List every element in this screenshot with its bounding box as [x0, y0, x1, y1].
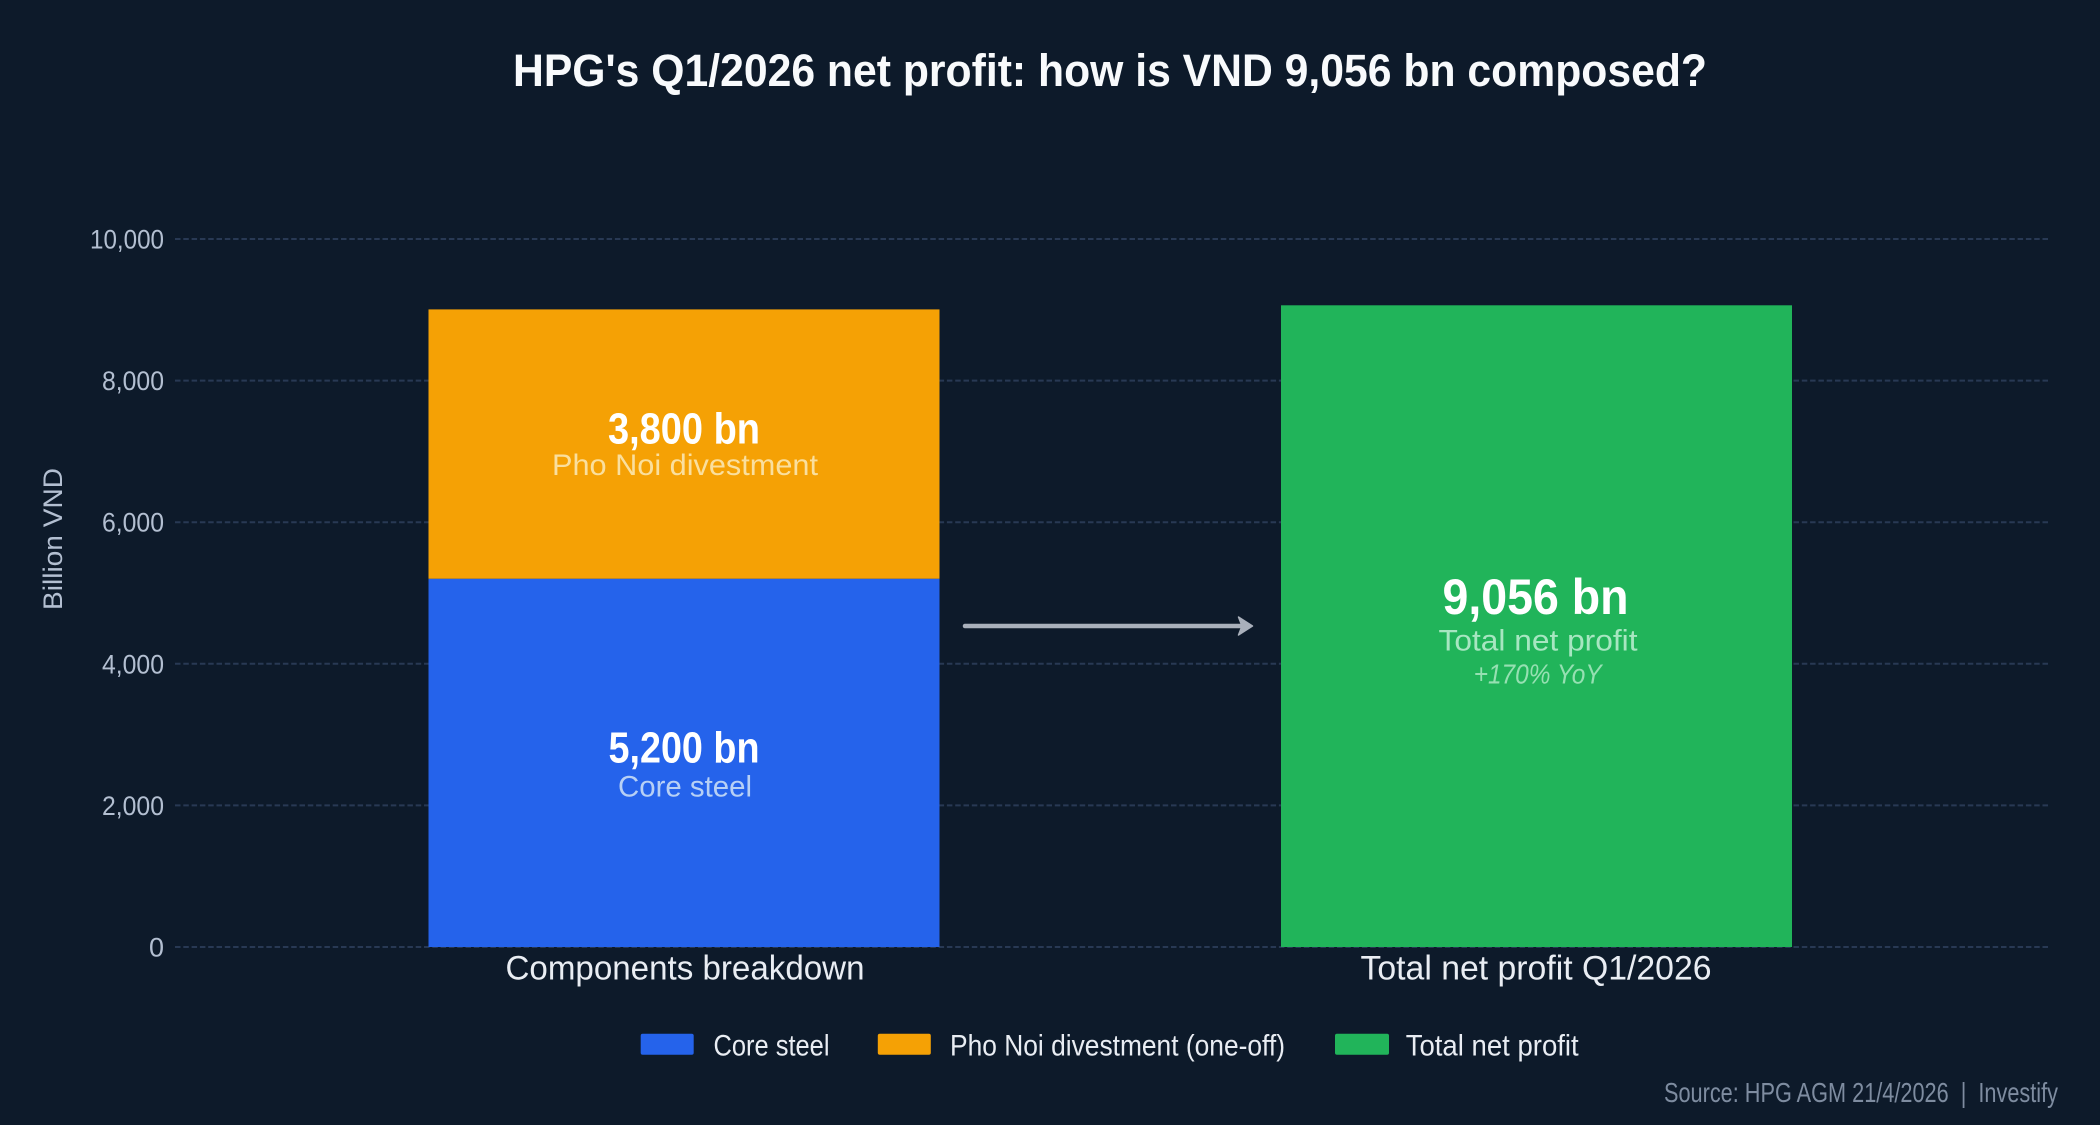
- svg-text:+170% YoY: +170% YoY: [1474, 658, 1604, 689]
- svg-text:HPG's Q1/2026 net profit: how: HPG's Q1/2026 net profit: how is VND 9,0…: [513, 45, 1707, 96]
- svg-text:3,800 bn: 3,800 bn: [608, 405, 760, 454]
- svg-text:Pho Noi divestment: Pho Noi divestment: [552, 449, 819, 482]
- svg-text:6,000: 6,000: [102, 508, 164, 538]
- svg-text:5,200 bn: 5,200 bn: [609, 724, 760, 773]
- svg-text:Core steel: Core steel: [714, 1029, 830, 1062]
- svg-text:Pho Noi divestment (one-off): Pho Noi divestment (one-off): [950, 1029, 1285, 1062]
- svg-text:Components breakdown: Components breakdown: [506, 949, 865, 987]
- svg-text:Total net profit Q1/2026: Total net profit Q1/2026: [1361, 949, 1712, 987]
- svg-text:10,000: 10,000: [90, 225, 164, 255]
- svg-text:2,000: 2,000: [102, 791, 164, 821]
- svg-text:9,056 bn: 9,056 bn: [1443, 569, 1629, 625]
- svg-text:Core steel: Core steel: [618, 771, 752, 804]
- svg-text:Billion VND: Billion VND: [38, 468, 68, 610]
- svg-text:Source: HPG AGM 21/4/2026 |: Source: HPG AGM 21/4/2026 | Investify: [1664, 1077, 2058, 1108]
- svg-text:Total net profit: Total net profit: [1406, 1029, 1580, 1062]
- svg-text:0: 0: [149, 933, 164, 963]
- svg-text:4,000: 4,000: [102, 649, 164, 679]
- svg-text:Total net profit: Total net profit: [1439, 625, 1639, 658]
- svg-text:8,000: 8,000: [102, 366, 164, 396]
